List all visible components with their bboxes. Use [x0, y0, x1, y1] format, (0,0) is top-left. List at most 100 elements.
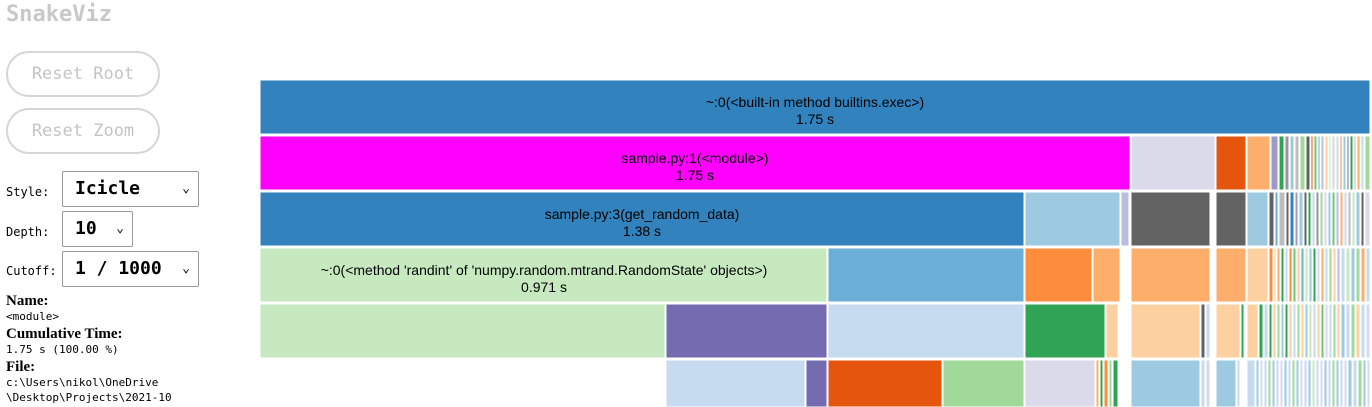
icicle-cell-36[interactable]: [1278, 191, 1286, 247]
icicle-cell-76[interactable]: [1316, 247, 1321, 303]
icicle-cell-74[interactable]: [1308, 247, 1313, 303]
icicle-cell-118[interactable]: [1336, 303, 1341, 359]
icicle-cell-43[interactable]: [1311, 191, 1316, 247]
icicle-cell-113[interactable]: [1316, 303, 1321, 359]
icicle-cell-3[interactable]: [1215, 135, 1247, 191]
icicle-cell-126[interactable]: [805, 359, 828, 407]
node-0-rect[interactable]: [259, 79, 1371, 135]
icicle-cell-117[interactable]: [1332, 303, 1337, 359]
icicle-cell-47[interactable]: [1327, 191, 1332, 247]
icicle-cell-29[interactable]: [1024, 191, 1121, 247]
icicle-cell-41[interactable]: [1303, 191, 1308, 247]
icicle-cell-164[interactable]: [1347, 359, 1353, 407]
icicle-cell-89[interactable]: [665, 303, 828, 359]
node-3-rect[interactable]: [259, 247, 828, 303]
icicle-cell-133[interactable]: [1108, 359, 1113, 407]
icicle-cell-105[interactable]: [1284, 303, 1289, 359]
icicle-cell-135[interactable]: [1130, 359, 1201, 407]
icicle-cell-61[interactable]: [1130, 247, 1211, 303]
icicle-cell-120[interactable]: [1345, 303, 1351, 359]
icicle-cell-45[interactable]: [1319, 191, 1324, 247]
icicle-cell-150[interactable]: [1291, 359, 1296, 407]
icicle-cell-107[interactable]: [1292, 303, 1297, 359]
icicle-cell-145[interactable]: [1271, 359, 1276, 407]
icicle-cell-93[interactable]: [1130, 303, 1201, 359]
icicle-cell-136[interactable]: [1200, 359, 1206, 407]
icicle-cell-84[interactable]: [1350, 247, 1356, 303]
icicle-cell-97[interactable]: [1240, 303, 1245, 359]
icicle-cell-125[interactable]: [665, 359, 806, 407]
icicle-cell-115[interactable]: [1324, 303, 1329, 359]
icicle-cell-59[interactable]: [1024, 247, 1093, 303]
icicle-cell-37[interactable]: [1285, 191, 1290, 247]
icicle-cell-153[interactable]: [1303, 359, 1308, 407]
icicle-cell-95[interactable]: [1205, 303, 1211, 359]
icicle-cell-156[interactable]: [1315, 359, 1320, 407]
icicle-cell-30[interactable]: [1120, 191, 1130, 247]
icicle-cell-65[interactable]: [1273, 247, 1277, 303]
icicle-cell-70[interactable]: [1292, 247, 1297, 303]
icicle-cell-144[interactable]: [1267, 359, 1272, 407]
icicle-cell-103[interactable]: [1276, 303, 1281, 359]
icicle-cell-2[interactable]: [1130, 135, 1216, 191]
icicle-cell-81[interactable]: [1336, 247, 1341, 303]
icicle-cell-148[interactable]: [1283, 359, 1288, 407]
icicle-cell-15[interactable]: [1320, 135, 1325, 191]
icicle-cell-132[interactable]: [1103, 359, 1109, 407]
icicle-cell-161[interactable]: [1335, 359, 1340, 407]
icicle-cell-128[interactable]: [942, 359, 1025, 407]
icicle-cell-42[interactable]: [1307, 191, 1312, 247]
style-select[interactable]: Icicle ⌄: [62, 171, 199, 207]
icicle-cell-92[interactable]: [1105, 303, 1119, 359]
icicle-cell-122[interactable]: [1355, 303, 1361, 359]
icicle-cell-108[interactable]: [1296, 303, 1301, 359]
icicle-cell-64[interactable]: [1268, 247, 1274, 303]
icicle-cell-119[interactable]: [1340, 303, 1346, 359]
icicle-cell-26[interactable]: [1360, 135, 1365, 191]
icicle-cell-22[interactable]: [1346, 135, 1350, 191]
icicle-cell-114[interactable]: [1320, 303, 1325, 359]
icicle-cell-160[interactable]: [1331, 359, 1336, 407]
icicle-cell-149[interactable]: [1287, 359, 1292, 407]
icicle-cell-35[interactable]: [1274, 191, 1279, 247]
icicle-cell-49[interactable]: [1335, 191, 1340, 247]
icicle-cell-165[interactable]: [1352, 359, 1358, 407]
icicle-cell-123[interactable]: [1360, 303, 1366, 359]
icicle-cell-151[interactable]: [1295, 359, 1300, 407]
icicle-cell-71[interactable]: [1296, 247, 1301, 303]
icicle-cell-69[interactable]: [1288, 247, 1293, 303]
icicle-cell-86[interactable]: [1360, 247, 1366, 303]
icicle-cell-158[interactable]: [1323, 359, 1328, 407]
icicle-cell-163[interactable]: [1343, 359, 1348, 407]
icicle-cell-110[interactable]: [1304, 303, 1309, 359]
icicle-cell-46[interactable]: [1323, 191, 1328, 247]
icicle-cell-157[interactable]: [1319, 359, 1324, 407]
icicle-cell-139[interactable]: [1236, 359, 1241, 407]
icicle-cell-77[interactable]: [1320, 247, 1325, 303]
icicle-cell-155[interactable]: [1311, 359, 1316, 407]
icicle-cell-146[interactable]: [1275, 359, 1280, 407]
icicle-cell-116[interactable]: [1328, 303, 1333, 359]
icicle-cell-52[interactable]: [1347, 191, 1352, 247]
icicle-cell-82[interactable]: [1340, 247, 1346, 303]
icicle-cell-167[interactable]: [1362, 359, 1367, 407]
depth-select[interactable]: 10 ⌄: [62, 211, 133, 247]
icicle-cell-39[interactable]: [1294, 191, 1299, 247]
icicle-cell-60[interactable]: [1092, 247, 1121, 303]
icicle-cell-140[interactable]: [1246, 359, 1256, 407]
icicle-cell-142[interactable]: [1259, 359, 1264, 407]
icicle-cell-168[interactable]: [1366, 359, 1371, 407]
icicle-cell-88[interactable]: [259, 303, 666, 359]
icicle-cell-78[interactable]: [1324, 247, 1329, 303]
icicle-cell-12[interactable]: [1310, 135, 1314, 191]
icicle-cell-159[interactable]: [1327, 359, 1332, 407]
icicle-cell-5[interactable]: [1270, 135, 1279, 191]
icicle-cell-154[interactable]: [1307, 359, 1312, 407]
icicle-cell-9[interactable]: [1294, 135, 1300, 191]
icicle-cell-44[interactable]: [1315, 191, 1320, 247]
icicle-cell-111[interactable]: [1308, 303, 1313, 359]
reset-root-button[interactable]: Reset Root: [6, 51, 160, 97]
icicle-cell-16[interactable]: [1324, 135, 1329, 191]
icicle-cell-21[interactable]: [1342, 135, 1347, 191]
